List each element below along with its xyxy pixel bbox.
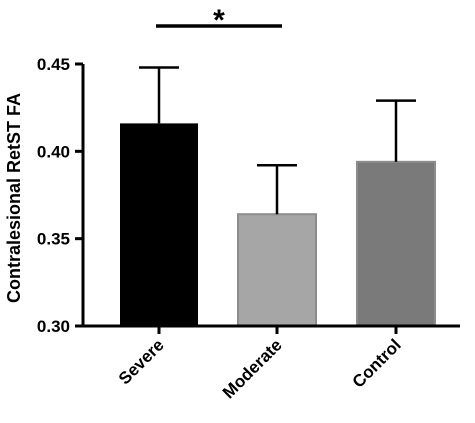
- plot-area: 0.30 0.35 0.40 0.45 Severe Moderate Control *: [37, 4, 460, 402]
- bar-control: [356, 160, 436, 327]
- x-tick-label: Moderate: [219, 335, 286, 402]
- bar-moderate: [237, 213, 317, 327]
- x-tick-label: Severe: [115, 335, 168, 388]
- y-tick-label: 0.45: [37, 55, 70, 74]
- y-tick-label: 0.40: [37, 142, 70, 161]
- y-tick-label: 0.35: [37, 230, 70, 249]
- x-tick-label: Control: [349, 335, 405, 391]
- significance-label: *: [213, 4, 225, 37]
- y-axis-title: Contralesional RetST FA: [4, 93, 24, 303]
- bar-severe: [120, 123, 198, 327]
- y-tick-label: 0.30: [37, 317, 70, 336]
